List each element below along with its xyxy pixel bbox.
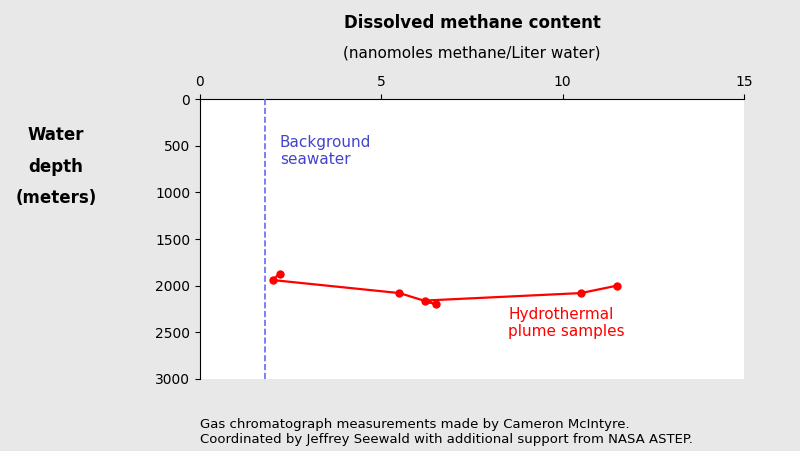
Text: Dissolved methane content: Dissolved methane content	[343, 14, 601, 32]
Text: Hydrothermal
plume samples: Hydrothermal plume samples	[508, 307, 625, 340]
Text: Water: Water	[28, 126, 84, 144]
Text: Background
seawater: Background seawater	[280, 135, 371, 167]
Text: Gas chromatograph measurements made by Cameron McIntyre.
Coordinated by Jeffrey : Gas chromatograph measurements made by C…	[200, 419, 693, 446]
Text: depth: depth	[29, 158, 83, 176]
Text: (meters): (meters)	[15, 189, 97, 207]
Text: (nanomoles methane/Liter water): (nanomoles methane/Liter water)	[343, 45, 601, 60]
